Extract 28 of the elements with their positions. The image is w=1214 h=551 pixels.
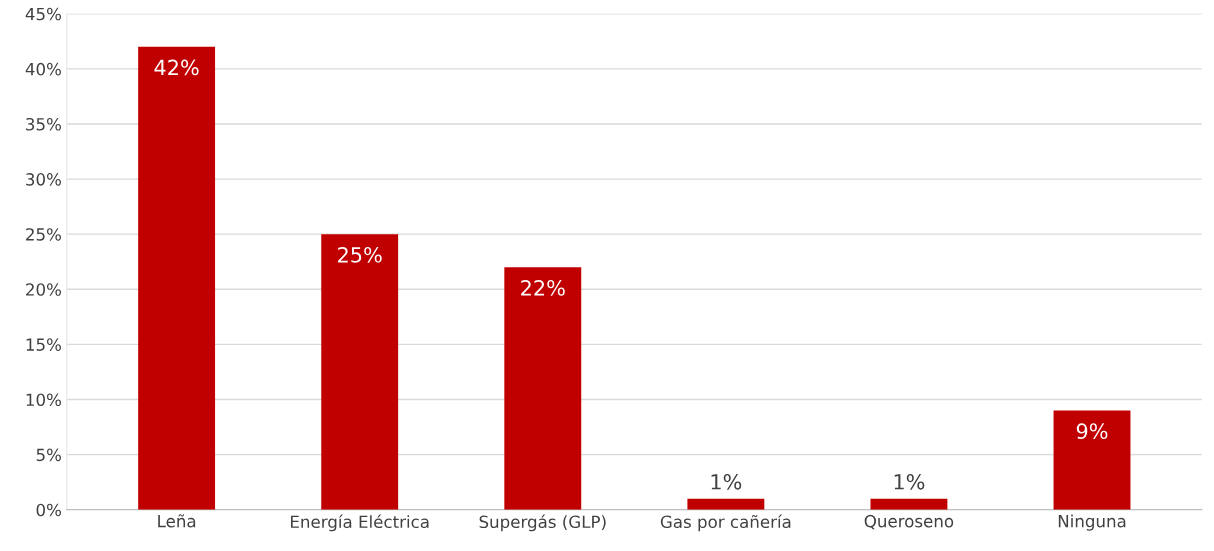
- y-tick-label: 25%: [26, 228, 61, 241]
- y-tick-label: 15%: [26, 338, 61, 351]
- bar: [1053, 410, 1131, 510]
- y-tick-label: 20%: [26, 283, 61, 296]
- x-tick-label: Ninguna: [1058, 514, 1126, 531]
- data-label: 25%: [338, 246, 382, 263]
- y-tick-label: 0%: [36, 503, 61, 517]
- y-tick-label: 45%: [25, 7, 61, 21]
- y-tick-label: 5%: [36, 448, 61, 462]
- data-label: 1%: [711, 473, 742, 490]
- bar: [870, 498, 948, 510]
- x-tick-label: Energía Eléctrica: [291, 514, 429, 532]
- x-tick-label: Supergás (GLP): [479, 514, 606, 532]
- y-tick-label: 30%: [26, 173, 61, 186]
- data-label: 42%: [154, 59, 199, 76]
- data-label: 1%: [894, 473, 925, 490]
- data-label: 22%: [521, 280, 565, 296]
- y-tick-label: 35%: [26, 117, 61, 131]
- bar: [321, 234, 399, 510]
- x-tick-label: Queroseno: [864, 514, 954, 530]
- bar: [504, 267, 582, 510]
- bar: [138, 46, 216, 510]
- x-tick-label: Leña: [158, 514, 196, 528]
- x-tick-label: Gas por cañería: [660, 514, 791, 532]
- data-label: 9%: [1076, 423, 1108, 440]
- bar: [687, 498, 765, 510]
- y-tick-label: 10%: [26, 393, 61, 407]
- y-tick-label: 40%: [25, 62, 61, 76]
